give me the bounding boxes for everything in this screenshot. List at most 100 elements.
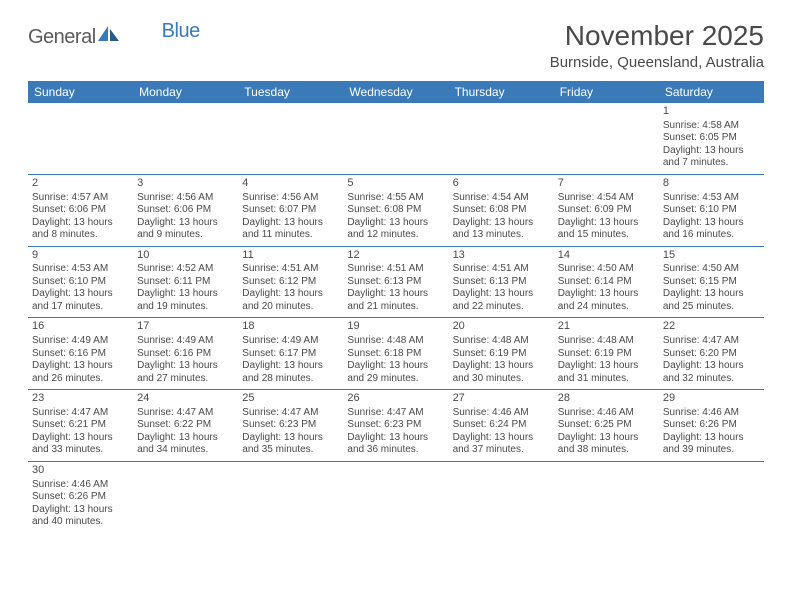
calendar-week: 2Sunrise: 4:57 AMSunset: 6:06 PMDaylight… [28,174,764,246]
calendar-cell: 24Sunrise: 4:47 AMSunset: 6:22 PMDayligh… [133,390,238,462]
calendar-cell: 27Sunrise: 4:46 AMSunset: 6:24 PMDayligh… [449,390,554,462]
sunrise: Sunrise: 4:54 AM [558,192,655,205]
calendar-cell: 6Sunrise: 4:54 AMSunset: 6:08 PMDaylight… [449,174,554,246]
sunset: Sunset: 6:07 PM [242,204,339,217]
daylight: Daylight: 13 hours [558,360,655,373]
sunrise: Sunrise: 4:47 AM [242,407,339,420]
sunrise: Sunrise: 4:46 AM [32,479,129,492]
calendar-cell: 11Sunrise: 4:51 AMSunset: 6:12 PMDayligh… [238,246,343,318]
daylight: Daylight: 13 hours [32,217,129,230]
sunset: Sunset: 6:11 PM [137,276,234,289]
calendar-cell [449,461,554,532]
sunset: Sunset: 6:16 PM [137,348,234,361]
day-header-row: SundayMondayTuesdayWednesdayThursdayFrid… [28,81,764,103]
sunset: Sunset: 6:13 PM [453,276,550,289]
calendar-cell: 25Sunrise: 4:47 AMSunset: 6:23 PMDayligh… [238,390,343,462]
calendar-cell: 13Sunrise: 4:51 AMSunset: 6:13 PMDayligh… [449,246,554,318]
day-header: Thursday [449,81,554,103]
daylight: and 20 minutes. [242,301,339,314]
sunset: Sunset: 6:06 PM [32,204,129,217]
daylight: Daylight: 13 hours [663,288,760,301]
day-number: 4 [242,177,339,191]
day-number: 15 [663,249,760,263]
calendar-cell [28,103,133,174]
sunset: Sunset: 6:23 PM [347,419,444,432]
daylight: and 39 minutes. [663,444,760,457]
calendar-cell: 23Sunrise: 4:47 AMSunset: 6:21 PMDayligh… [28,390,133,462]
daylight: Daylight: 13 hours [558,432,655,445]
day-number: 9 [32,249,129,263]
daylight: Daylight: 13 hours [137,432,234,445]
calendar-cell: 29Sunrise: 4:46 AMSunset: 6:26 PMDayligh… [659,390,764,462]
daylight: and 26 minutes. [32,373,129,386]
day-number: 29 [663,392,760,406]
daylight: and 7 minutes. [663,157,760,170]
day-number: 28 [558,392,655,406]
sunrise: Sunrise: 4:51 AM [347,263,444,276]
daylight: Daylight: 13 hours [347,432,444,445]
sunrise: Sunrise: 4:57 AM [32,192,129,205]
calendar-cell: 18Sunrise: 4:49 AMSunset: 6:17 PMDayligh… [238,318,343,390]
sunset: Sunset: 6:05 PM [663,132,760,145]
daylight: Daylight: 13 hours [32,288,129,301]
sunset: Sunset: 6:12 PM [242,276,339,289]
day-number: 20 [453,320,550,334]
day-number: 26 [347,392,444,406]
sunset: Sunset: 6:24 PM [453,419,550,432]
calendar-cell: 20Sunrise: 4:48 AMSunset: 6:19 PMDayligh… [449,318,554,390]
daylight: and 29 minutes. [347,373,444,386]
daylight: Daylight: 13 hours [242,360,339,373]
daylight: Daylight: 13 hours [663,217,760,230]
calendar-cell: 2Sunrise: 4:57 AMSunset: 6:06 PMDaylight… [28,174,133,246]
daylight: and 15 minutes. [558,229,655,242]
daylight: and 31 minutes. [558,373,655,386]
day-number: 2 [32,177,129,191]
sunset: Sunset: 6:16 PM [32,348,129,361]
sunrise: Sunrise: 4:55 AM [347,192,444,205]
day-number: 24 [137,392,234,406]
header: General Blue November 2025 Burnside, Que… [28,20,764,71]
day-number: 19 [347,320,444,334]
daylight: and 25 minutes. [663,301,760,314]
calendar-cell [659,461,764,532]
daylight: Daylight: 13 hours [242,288,339,301]
sunrise: Sunrise: 4:53 AM [32,263,129,276]
sunrise: Sunrise: 4:50 AM [663,263,760,276]
day-number: 27 [453,392,550,406]
day-number: 30 [32,464,129,478]
calendar-week: 9Sunrise: 4:53 AMSunset: 6:10 PMDaylight… [28,246,764,318]
daylight: and 13 minutes. [453,229,550,242]
daylight: and 19 minutes. [137,301,234,314]
calendar-cell [554,103,659,174]
sunset: Sunset: 6:15 PM [663,276,760,289]
daylight: Daylight: 13 hours [453,288,550,301]
daylight: Daylight: 13 hours [32,432,129,445]
daylight: Daylight: 13 hours [558,217,655,230]
sunrise: Sunrise: 4:50 AM [558,263,655,276]
daylight: and 30 minutes. [453,373,550,386]
day-number: 3 [137,177,234,191]
daylight: Daylight: 13 hours [453,360,550,373]
daylight: and 12 minutes. [347,229,444,242]
day-number: 7 [558,177,655,191]
sunrise: Sunrise: 4:47 AM [32,407,129,420]
daylight: and 8 minutes. [32,229,129,242]
day-number: 23 [32,392,129,406]
daylight: Daylight: 13 hours [663,432,760,445]
sunset: Sunset: 6:19 PM [558,348,655,361]
sunrise: Sunrise: 4:48 AM [558,335,655,348]
sunrise: Sunrise: 4:48 AM [453,335,550,348]
calendar-cell: 15Sunrise: 4:50 AMSunset: 6:15 PMDayligh… [659,246,764,318]
logo-text-general: General [28,26,96,49]
calendar-week: 30Sunrise: 4:46 AMSunset: 6:26 PMDayligh… [28,461,764,532]
calendar-cell: 3Sunrise: 4:56 AMSunset: 6:06 PMDaylight… [133,174,238,246]
daylight: Daylight: 13 hours [32,360,129,373]
calendar-week: 16Sunrise: 4:49 AMSunset: 6:16 PMDayligh… [28,318,764,390]
calendar-cell: 1Sunrise: 4:58 AMSunset: 6:05 PMDaylight… [659,103,764,174]
day-header: Monday [133,81,238,103]
day-number: 17 [137,320,234,334]
sunset: Sunset: 6:17 PM [242,348,339,361]
calendar-cell [133,461,238,532]
sunrise: Sunrise: 4:47 AM [347,407,444,420]
day-header: Sunday [28,81,133,103]
